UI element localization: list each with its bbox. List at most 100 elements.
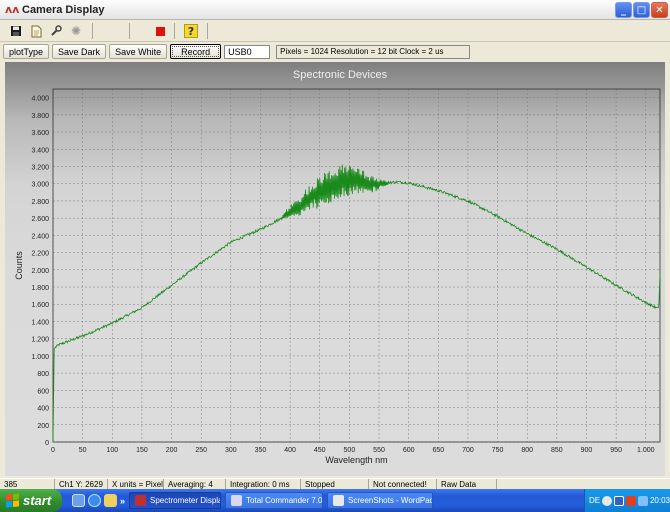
y-tick-label: 1.600 (31, 302, 49, 309)
y-tick-label: 3.000 (31, 182, 49, 189)
y-tick-label: 1.400 (31, 319, 49, 326)
x-tick-label: 850 (551, 447, 563, 454)
y-axis-label: Counts (14, 251, 24, 280)
system-tray: DE 20:03 (584, 489, 670, 512)
task-wordpad[interactable]: ScreenShots - WordPad (327, 492, 434, 509)
network-icon[interactable] (602, 495, 613, 506)
y-tick-label: 1.200 (31, 337, 49, 344)
x-tick-label: 50 (79, 447, 87, 454)
monitor-icon[interactable] (614, 495, 625, 506)
y-tick-label: 3.200 (31, 164, 49, 171)
x-tick-label: 250 (195, 447, 207, 454)
record-button[interactable]: Record (170, 44, 222, 59)
wrench-icon[interactable] (46, 22, 66, 40)
toolbar-separator (207, 23, 208, 39)
status-ch1: Ch1 Y: 2629 (55, 478, 108, 490)
spectrometer-icon (135, 495, 147, 506)
y-tick-label: 2.000 (31, 268, 49, 275)
x-tick-label: 450 (314, 447, 326, 454)
x-tick-label: 350 (255, 447, 267, 454)
x-tick-label: 700 (462, 447, 474, 454)
y-tick-label: 1.800 (31, 285, 49, 292)
device-field[interactable]: USB0 (224, 44, 271, 59)
clock: 20:03 (649, 496, 670, 505)
record-icon[interactable] (150, 22, 170, 40)
x-tick-label: 500 (344, 447, 356, 454)
toolbar-separator (92, 23, 93, 39)
start-label: start (23, 493, 52, 508)
quick-launch: » (72, 494, 125, 507)
browser-icon[interactable] (88, 494, 101, 507)
chevron-right-icon[interactable]: » (120, 495, 126, 506)
volume-icon[interactable] (638, 495, 648, 506)
y-tick-label: 2.400 (31, 233, 49, 240)
x-tick-label: 0 (51, 447, 55, 454)
chart-grid (52, 89, 660, 443)
toolbar-separator (174, 23, 175, 39)
y-tick-label: 1.000 (31, 354, 49, 361)
control-row: plotType Save Dark Save White Record USB… (0, 43, 670, 60)
spectrum-chart[interactable]: Spectronic Devices 0 200 400 600 800 1.000 1.2… (5, 62, 665, 476)
x-axis-ticks: 0 50 100 150 200 250 300 350 400 450 500 550 600 650 7… (51, 447, 655, 454)
x-tick-label: 600 (403, 447, 415, 454)
y-tick-label: 2.800 (31, 199, 49, 206)
y-tick-label: 0 (45, 440, 49, 447)
x-tick-label: 950 (610, 447, 622, 454)
status-xunits: X units = Pixel (108, 478, 164, 490)
toolbar-separator (129, 23, 130, 39)
series-line (52, 164, 661, 443)
close-button[interactable]: ✕ (651, 2, 668, 18)
title-bar[interactable]: ʌʌ Camera Display _ □ ✕ (0, 0, 670, 20)
x-axis-label: Wavelength nm (325, 455, 387, 465)
chart-icon: ʌʌ (5, 2, 20, 16)
x-tick-label: 300 (225, 447, 237, 454)
y-axis-ticks: 0 200 400 600 800 1.000 1.200 1.400 1.600 1.800 2.… (31, 96, 49, 447)
save-icon[interactable] (6, 22, 26, 40)
commander-icon (231, 495, 243, 506)
plot-type-button[interactable]: plotType (3, 44, 50, 59)
y-tick-label: 3.600 (31, 130, 49, 137)
y-tick-label: 3.800 (31, 113, 49, 120)
x-tick-label: 100 (106, 447, 118, 454)
x-tick-label: 900 (581, 447, 593, 454)
x-tick-label: 750 (492, 447, 504, 454)
minimize-button[interactable]: _ (615, 2, 632, 18)
y-tick-label: 400 (37, 406, 49, 413)
language-indicator[interactable]: DE (589, 496, 601, 505)
status-bar: 385 Ch1 Y: 2629 X units = Pixel Averagin… (0, 478, 670, 490)
status-mode: Raw Data (437, 478, 497, 490)
toolbar: ✺ ? (0, 21, 670, 42)
plot-frame (52, 88, 661, 443)
y-tick-label: 600 (37, 388, 49, 395)
status-connection: Not connected! (369, 478, 437, 490)
wordpad-icon (333, 495, 345, 506)
x-tick-label: 400 (284, 447, 296, 454)
sparkle-icon[interactable]: ✺ (70, 24, 82, 38)
y-tick-label: 200 (37, 423, 49, 430)
desktop-icon[interactable] (72, 494, 85, 507)
start-button[interactable]: start (0, 489, 62, 512)
taskbar: start » Spectrometer Display Total Comma… (0, 489, 670, 512)
save-dark-button[interactable]: Save Dark (52, 44, 107, 59)
folder-icon[interactable] (104, 494, 117, 507)
save-white-button[interactable]: Save White (109, 44, 168, 59)
y-tick-label: 4.000 (31, 96, 49, 103)
security-icon[interactable] (626, 495, 636, 506)
window-title: Camera Display (22, 3, 105, 16)
x-tick-label: 800 (521, 447, 533, 454)
device-info: Pixels = 1024 Resolution = 12 bit Clock … (276, 44, 471, 59)
x-tick-label: 150 (136, 447, 148, 454)
status-integration: Integration: 0 ms (226, 478, 301, 490)
task-total-commander[interactable]: Total Commander 7.0... (225, 492, 324, 509)
x-tick-label: 1.000 (637, 447, 655, 454)
page-icon[interactable] (26, 22, 46, 40)
chart-title: Spectronic Devices (293, 69, 388, 81)
window-controls: _ □ ✕ (615, 2, 668, 18)
task-spectrometer[interactable]: Spectrometer Display (129, 492, 222, 509)
help-icon[interactable]: ? (181, 22, 201, 40)
x-tick-label: 200 (166, 447, 178, 454)
y-tick-label: 3.400 (31, 147, 49, 154)
maximize-button[interactable]: □ (633, 2, 650, 18)
plot-area: Spectronic Devices 0 200 400 600 800 1.000 1.2… (5, 62, 665, 476)
